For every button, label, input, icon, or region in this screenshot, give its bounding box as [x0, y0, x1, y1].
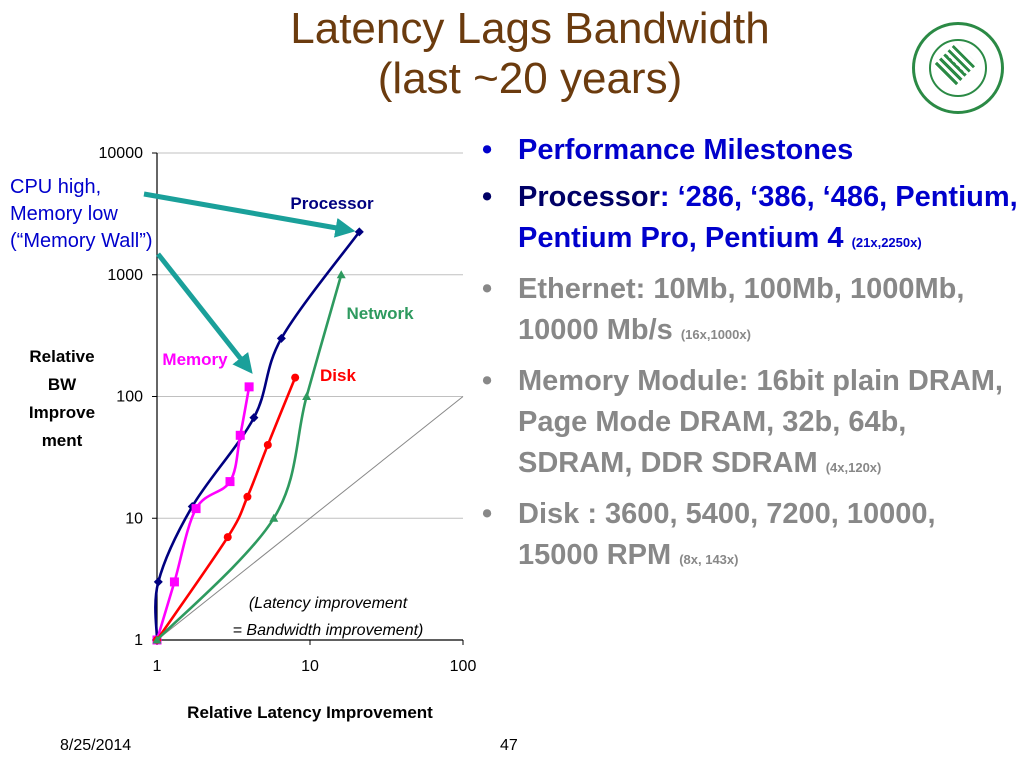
bullet-dot-icon: • [482, 273, 493, 305]
series-line [155, 386, 251, 641]
x-tick-label: 10 [301, 658, 319, 675]
data-point [291, 373, 300, 382]
bullet-item: • Ethernet: 10Mb, 100Mb, 1000Mb, 10000 Mb… [478, 269, 1018, 355]
y-axis-label: BW [48, 375, 77, 394]
logo-seal-icon [912, 22, 1004, 114]
data-point [223, 533, 232, 542]
x-tick-label: 100 [450, 658, 477, 675]
series-label: Network [346, 304, 414, 323]
bullet-text: Memory Module: 16bit plain DRAM, Page Mo… [518, 365, 1003, 479]
series-label: Processor [290, 194, 374, 213]
data-point [302, 392, 312, 400]
data-point [269, 513, 279, 522]
bullet-item: • Memory Module: 16bit plain DRAM, Page M… [478, 361, 1018, 488]
reference-line-label: (Latency improvement [249, 595, 408, 612]
series-network [152, 270, 346, 644]
bullet-text: (21x,2250x) [851, 235, 922, 250]
title-line-1: Latency Lags Bandwidth [290, 4, 770, 53]
data-point [244, 382, 254, 392]
data-point [153, 577, 163, 587]
bullet-item: • Performance Milestones [478, 130, 1018, 171]
bullet-item: • Processor: ‘286, ‘386, ‘486, Pentium, P… [478, 177, 1018, 263]
y-axis-label: Improve [29, 403, 95, 422]
bullet-text: : ‘286, ‘386, ‘486, Pentium, Pentium Pro… [518, 181, 1018, 254]
reference-line-label: = Bandwidth improvement) [233, 622, 424, 639]
data-point [336, 270, 346, 279]
data-point [191, 504, 201, 514]
series-label: Memory [162, 350, 228, 369]
bullet-text: (8x, 143x) [679, 552, 739, 567]
y-tick-label: 10 [125, 510, 143, 527]
footer-date: 8/25/2014 [60, 737, 132, 754]
y-tick-label: 100 [116, 389, 143, 406]
data-point [354, 227, 364, 237]
annotation-arrow-memory [156, 252, 253, 374]
bullet-text: Performance Milestones [518, 134, 854, 166]
bullet-dot-icon: • [482, 498, 493, 530]
series-memory [152, 382, 254, 645]
y-tick-label: 10000 [99, 145, 144, 162]
data-point [249, 413, 259, 423]
data-point [169, 577, 179, 587]
annotation-text: CPU high, [10, 176, 101, 198]
reference-line [156, 396, 464, 641]
data-point [225, 477, 235, 487]
annotation-text: (“Memory Wall”) [10, 230, 153, 252]
y-tick-label: 1 [134, 632, 143, 649]
series-label: Disk [320, 366, 356, 385]
logo-inner-ring [929, 39, 987, 97]
title-line-2: (last ~20 years) [377, 54, 683, 103]
y-axis-label: Relative [29, 347, 94, 366]
bullet-dot-icon: • [482, 181, 493, 213]
y-tick-label: 1000 [107, 267, 143, 284]
data-point [152, 635, 162, 644]
data-point [235, 430, 245, 440]
x-tick-label: 1 [153, 658, 162, 675]
bullet-text: (4x,120x) [825, 460, 882, 475]
y-axis-label: ment [42, 431, 83, 450]
bullet-text: Ethernet: 10Mb, 100Mb, 1000Mb, 10000 Mb/… [518, 273, 965, 346]
latency-bandwidth-chart: 1 10 100 1000 10000 1 10 100 Relative Latency I… [10, 145, 477, 722]
bullet-dot-icon: • [482, 365, 493, 397]
slide-title: Latency Lags Bandwidth (last ~20 years) [200, 4, 860, 104]
bullet-text: (16x,1000x) [680, 327, 751, 342]
milestones-list: • Performance Milestones • Processor: ‘286,… [478, 130, 1018, 586]
annotation-text: Memory low [10, 203, 118, 225]
bullet-dot-icon: • [482, 134, 493, 166]
bullet-item: • Disk : 3600, 5400, 7200, 10000, 15000 R… [478, 494, 1018, 580]
page-number: 47 [500, 737, 518, 754]
data-point [276, 333, 286, 343]
data-point [243, 492, 252, 501]
series-line [156, 274, 343, 641]
annotation-arrow-processor [143, 191, 356, 238]
x-axis-label: Relative Latency Improvement [187, 703, 433, 722]
data-point [263, 440, 272, 449]
university-logo [912, 22, 1008, 118]
bullet-text: Disk : 3600, 5400, 7200, 10000, 15000 RP… [518, 498, 936, 571]
bullet-text: Processor [518, 181, 660, 213]
